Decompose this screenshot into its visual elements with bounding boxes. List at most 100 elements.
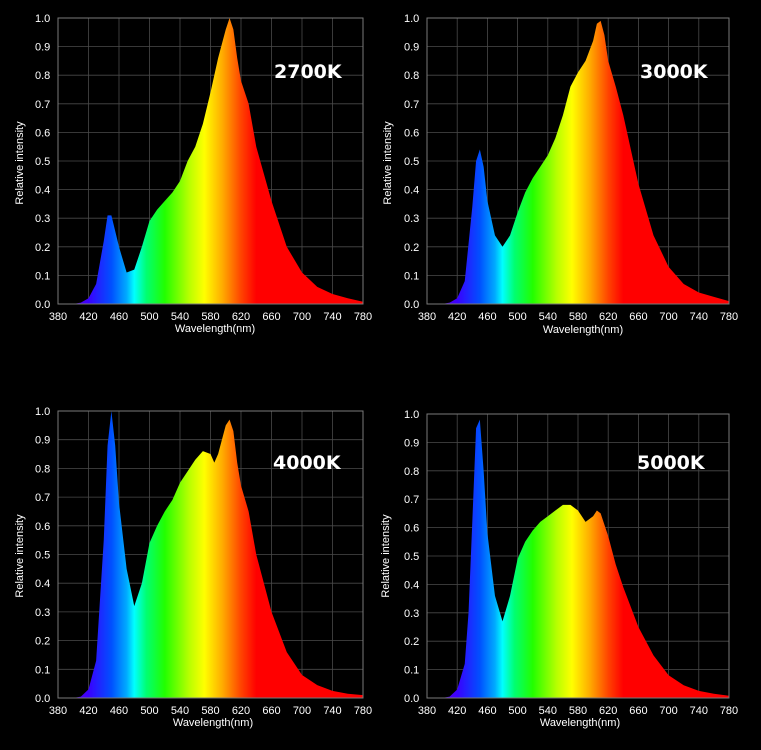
chart-4000k-xtick-620: 620 [232, 705, 250, 717]
chart-3000k-xtick-700: 700 [659, 311, 677, 323]
chart-5000k-xtick-540: 540 [539, 705, 557, 717]
chart-2700k-xtick-380: 380 [49, 311, 67, 323]
chart-3000k-xtick-740: 740 [690, 311, 708, 323]
chart-3000k-xtick-460: 460 [478, 311, 496, 323]
chart-4000k-xtick-780: 780 [354, 705, 372, 717]
chart-4000k-ytick-0.2: 0.2 [35, 636, 50, 648]
chart-5000k-ytick-0.2: 0.2 [404, 636, 419, 648]
chart-3000k-plot: 380 420 460 500 540 580 620 660 700 740 780 0.0 0.1 0… [404, 13, 738, 323]
chart-5000k-plot: 380 420 460 500 540 580 620 660 700 740 780 0.0 0.1 0… [404, 409, 738, 717]
chart-5000k-xtick-580: 580 [569, 705, 587, 717]
chart-4000k-ytick-1.0: 1.0 [35, 406, 50, 418]
chart-4000k-xtick-540: 540 [171, 705, 189, 717]
chart-5000k-xtick-460: 460 [478, 705, 496, 717]
chart-4000k-xtick-580: 580 [201, 705, 219, 717]
chart-5000k-ytick-0.0: 0.0 [404, 693, 419, 705]
chart-2700k-xtick-780: 780 [354, 311, 372, 323]
chart-5000k-xtick-620: 620 [599, 705, 617, 717]
chart-3000k-xtick-420: 420 [448, 311, 466, 323]
chart-2700k-ylabel: Relative intensity [14, 121, 26, 205]
chart-5000k-ytick-0.4: 0.4 [404, 579, 419, 591]
chart-2700k-xtick-460: 460 [110, 311, 128, 323]
chart-5000k-ytick-0.1: 0.1 [404, 665, 419, 677]
chart-5000k-xtick-500: 500 [508, 705, 526, 717]
chart-4000k-ytick-0.3: 0.3 [35, 607, 50, 619]
chart-2700k-xtick-660: 660 [262, 311, 280, 323]
chart-5000k-ytick-0.3: 0.3 [404, 608, 419, 620]
chart-3000k-title: 3000K [640, 61, 709, 83]
chart-2700k-ytick-0.2: 0.2 [35, 242, 50, 254]
chart-2700k-ytick-0.8: 0.8 [35, 70, 50, 82]
chart-3000k-ytick-0.4: 0.4 [404, 185, 419, 197]
chart-2700k-ytick-0.3: 0.3 [35, 213, 50, 225]
chart-5000k-xtick-740: 740 [690, 705, 708, 717]
chart-3000k-xtick-780: 780 [720, 311, 738, 323]
chart-2700k-xtick-540: 540 [171, 311, 189, 323]
chart-2700k: 380 420 460 500 540 580 620 660 700 740 780 0.0 0.1 0… [14, 13, 372, 335]
chart-4000k: 380 420 460 500 540 580 620 660 700 740 780 0.0 0.1 0… [14, 406, 372, 729]
chart-3000k-spectrum-area [427, 20, 729, 305]
chart-5000k-xtick-700: 700 [659, 705, 677, 717]
chart-4000k-ylabel: Relative intensity [14, 514, 26, 598]
chart-4000k-ytick-0.9: 0.9 [35, 435, 50, 447]
chart-4000k-xtick-740: 740 [323, 705, 341, 717]
chart-3000k-ylabel: Relative intensity [382, 121, 394, 205]
chart-2700k-ytick-0.0: 0.0 [35, 299, 50, 311]
chart-5000k-xtick-660: 660 [629, 705, 647, 717]
chart-4000k-ytick-0.1: 0.1 [35, 664, 50, 676]
chart-4000k-xtick-660: 660 [262, 705, 280, 717]
chart-4000k-plot: 380 420 460 500 540 580 620 660 700 740 780 0.0 0.1 0… [35, 406, 372, 717]
chart-2700k-ytick-1.0: 1.0 [35, 13, 50, 25]
chart-5000k-ytick-0.8: 0.8 [404, 466, 419, 478]
chart-2700k-frame [57, 17, 364, 305]
chart-4000k-xtick-700: 700 [293, 705, 311, 717]
chart-4000k-title: 4000K [273, 452, 342, 474]
chart-2700k-xtick-580: 580 [201, 311, 219, 323]
chart-4000k-xlabel: Wavelength(nm) [173, 717, 253, 729]
chart-5000k-ytick-0.9: 0.9 [404, 437, 419, 449]
chart-4000k-xtick-500: 500 [140, 705, 158, 717]
chart-3000k-ytick-0.2: 0.2 [404, 242, 419, 254]
chart-3000k-frame [426, 17, 730, 305]
chart-4000k-ytick-0.7: 0.7 [35, 492, 50, 504]
chart-5000k-xtick-780: 780 [720, 705, 738, 717]
chart-2700k-ytick-0.7: 0.7 [35, 99, 50, 111]
chart-2700k-xtick-620: 620 [232, 311, 250, 323]
chart-5000k-ytick-0.5: 0.5 [404, 551, 419, 563]
chart-4000k-xtick-460: 460 [110, 705, 128, 717]
chart-3000k-xtick-380: 380 [418, 311, 436, 323]
chart-5000k-title: 5000K [637, 452, 706, 474]
chart-2700k-ytick-0.9: 0.9 [35, 42, 50, 54]
chart-3000k: 380 420 460 500 540 580 620 660 700 740 780 0.0 0.1 0… [382, 13, 738, 336]
chart-5000k-xlabel: Wavelength(nm) [540, 717, 620, 729]
chart-3000k-xtick-580: 580 [569, 311, 587, 323]
chart-2700k-xtick-420: 420 [79, 311, 97, 323]
chart-2700k-plot: 380 420 460 500 540 580 620 660 700 740 780 0.0 0.1 0… [35, 13, 372, 323]
chart-3000k-ytick-0.6: 0.6 [404, 127, 419, 139]
chart-3000k-ytick-0.9: 0.9 [404, 42, 419, 54]
chart-3000k-ytick-0.5: 0.5 [404, 156, 419, 168]
chart-3000k-xtick-500: 500 [508, 311, 526, 323]
chart-3000k-ytick-0.3: 0.3 [404, 213, 419, 225]
chart-4000k-ytick-0.6: 0.6 [35, 521, 50, 533]
chart-3000k-ytick-0.1: 0.1 [404, 270, 419, 282]
chart-3000k-ytick-0.8: 0.8 [404, 70, 419, 82]
chart-2700k-xtick-740: 740 [323, 311, 341, 323]
chart-4000k-frame [57, 410, 364, 699]
chart-2700k-spectrum-area [58, 18, 363, 304]
chart-3000k-ytick-0.7: 0.7 [404, 99, 419, 111]
chart-3000k-xtick-620: 620 [599, 311, 617, 323]
chart-4000k-ytick-0.4: 0.4 [35, 578, 50, 590]
chart-2700k-xtick-500: 500 [140, 311, 158, 323]
chart-5000k-ytick-0.7: 0.7 [404, 494, 419, 506]
chart-2700k-ytick-0.1: 0.1 [35, 270, 50, 282]
chart-5000k-ytick-0.6: 0.6 [404, 523, 419, 535]
chart-2700k-ytick-0.5: 0.5 [35, 156, 50, 168]
chart-3000k-ytick-0.0: 0.0 [404, 299, 419, 311]
chart-4000k-spectrum-area [58, 411, 363, 698]
chart-2700k-ytick-0.4: 0.4 [35, 185, 50, 197]
chart-3000k-xtick-660: 660 [629, 311, 647, 323]
chart-4000k-ytick-0.8: 0.8 [35, 463, 50, 475]
chart-4000k-ytick-0.5: 0.5 [35, 550, 50, 562]
